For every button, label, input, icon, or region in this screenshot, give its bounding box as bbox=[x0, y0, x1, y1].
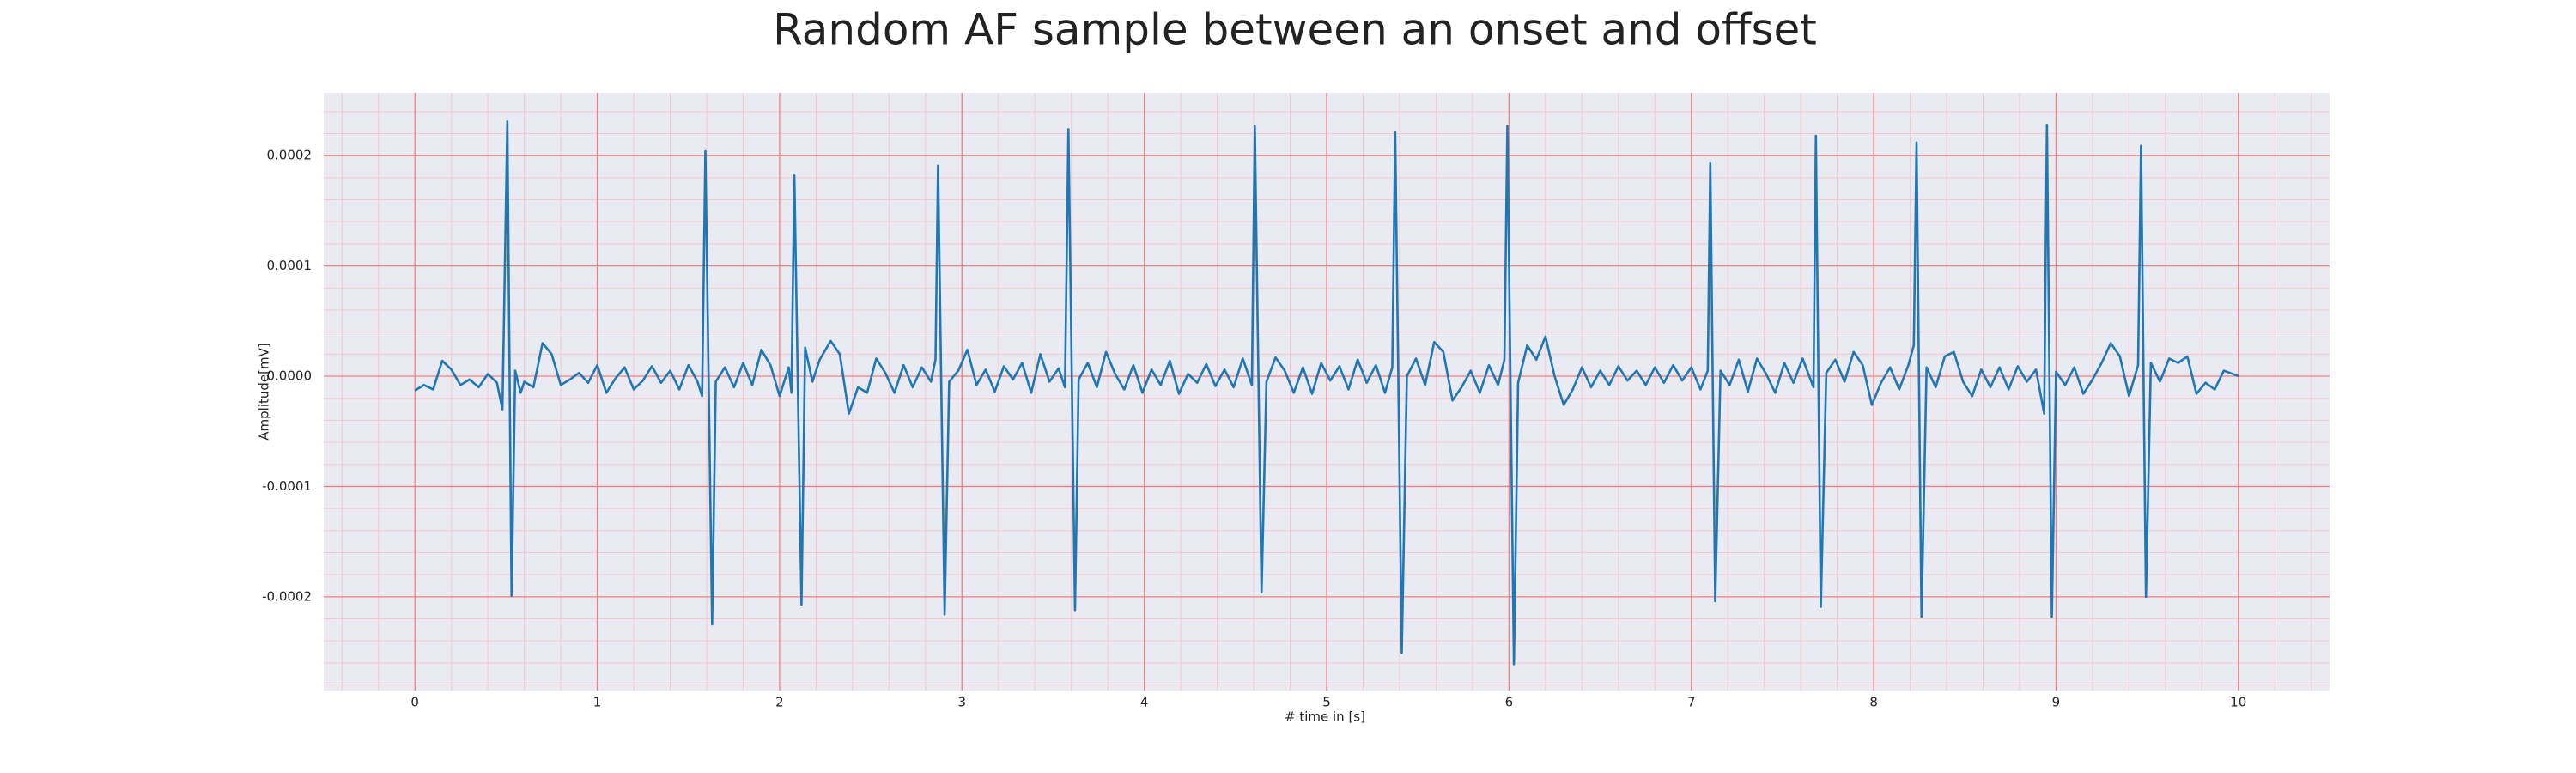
y-tick-label: -0.0002 bbox=[262, 588, 312, 604]
y-tick-label: 0.0000 bbox=[267, 368, 313, 384]
y-tick-label: -0.0001 bbox=[262, 478, 312, 494]
x-axis-label: # time in [s] bbox=[1285, 709, 1365, 725]
x-tick-label: 6 bbox=[1505, 695, 1514, 710]
x-tick-label: 8 bbox=[1869, 695, 1878, 710]
x-tick-label: 7 bbox=[1687, 695, 1696, 710]
x-tick-label: 1 bbox=[593, 695, 602, 710]
x-tick-label: 4 bbox=[1140, 695, 1149, 710]
x-tick-label: 9 bbox=[2052, 695, 2061, 710]
chart-title: Random AF sample between an onset and of… bbox=[773, 5, 1817, 55]
x-tick-label: 5 bbox=[1322, 695, 1331, 710]
x-tick-label: 0 bbox=[410, 695, 419, 710]
x-tick-label: 2 bbox=[775, 695, 784, 710]
signal-line bbox=[414, 120, 2239, 666]
y-tick-label: 0.0001 bbox=[267, 258, 313, 273]
y-axis-label: Amplitude[mV] bbox=[257, 343, 272, 440]
x-tick-label: 10 bbox=[2230, 695, 2246, 710]
y-tick-label: 0.0002 bbox=[267, 148, 313, 163]
x-tick-label: 3 bbox=[957, 695, 966, 710]
